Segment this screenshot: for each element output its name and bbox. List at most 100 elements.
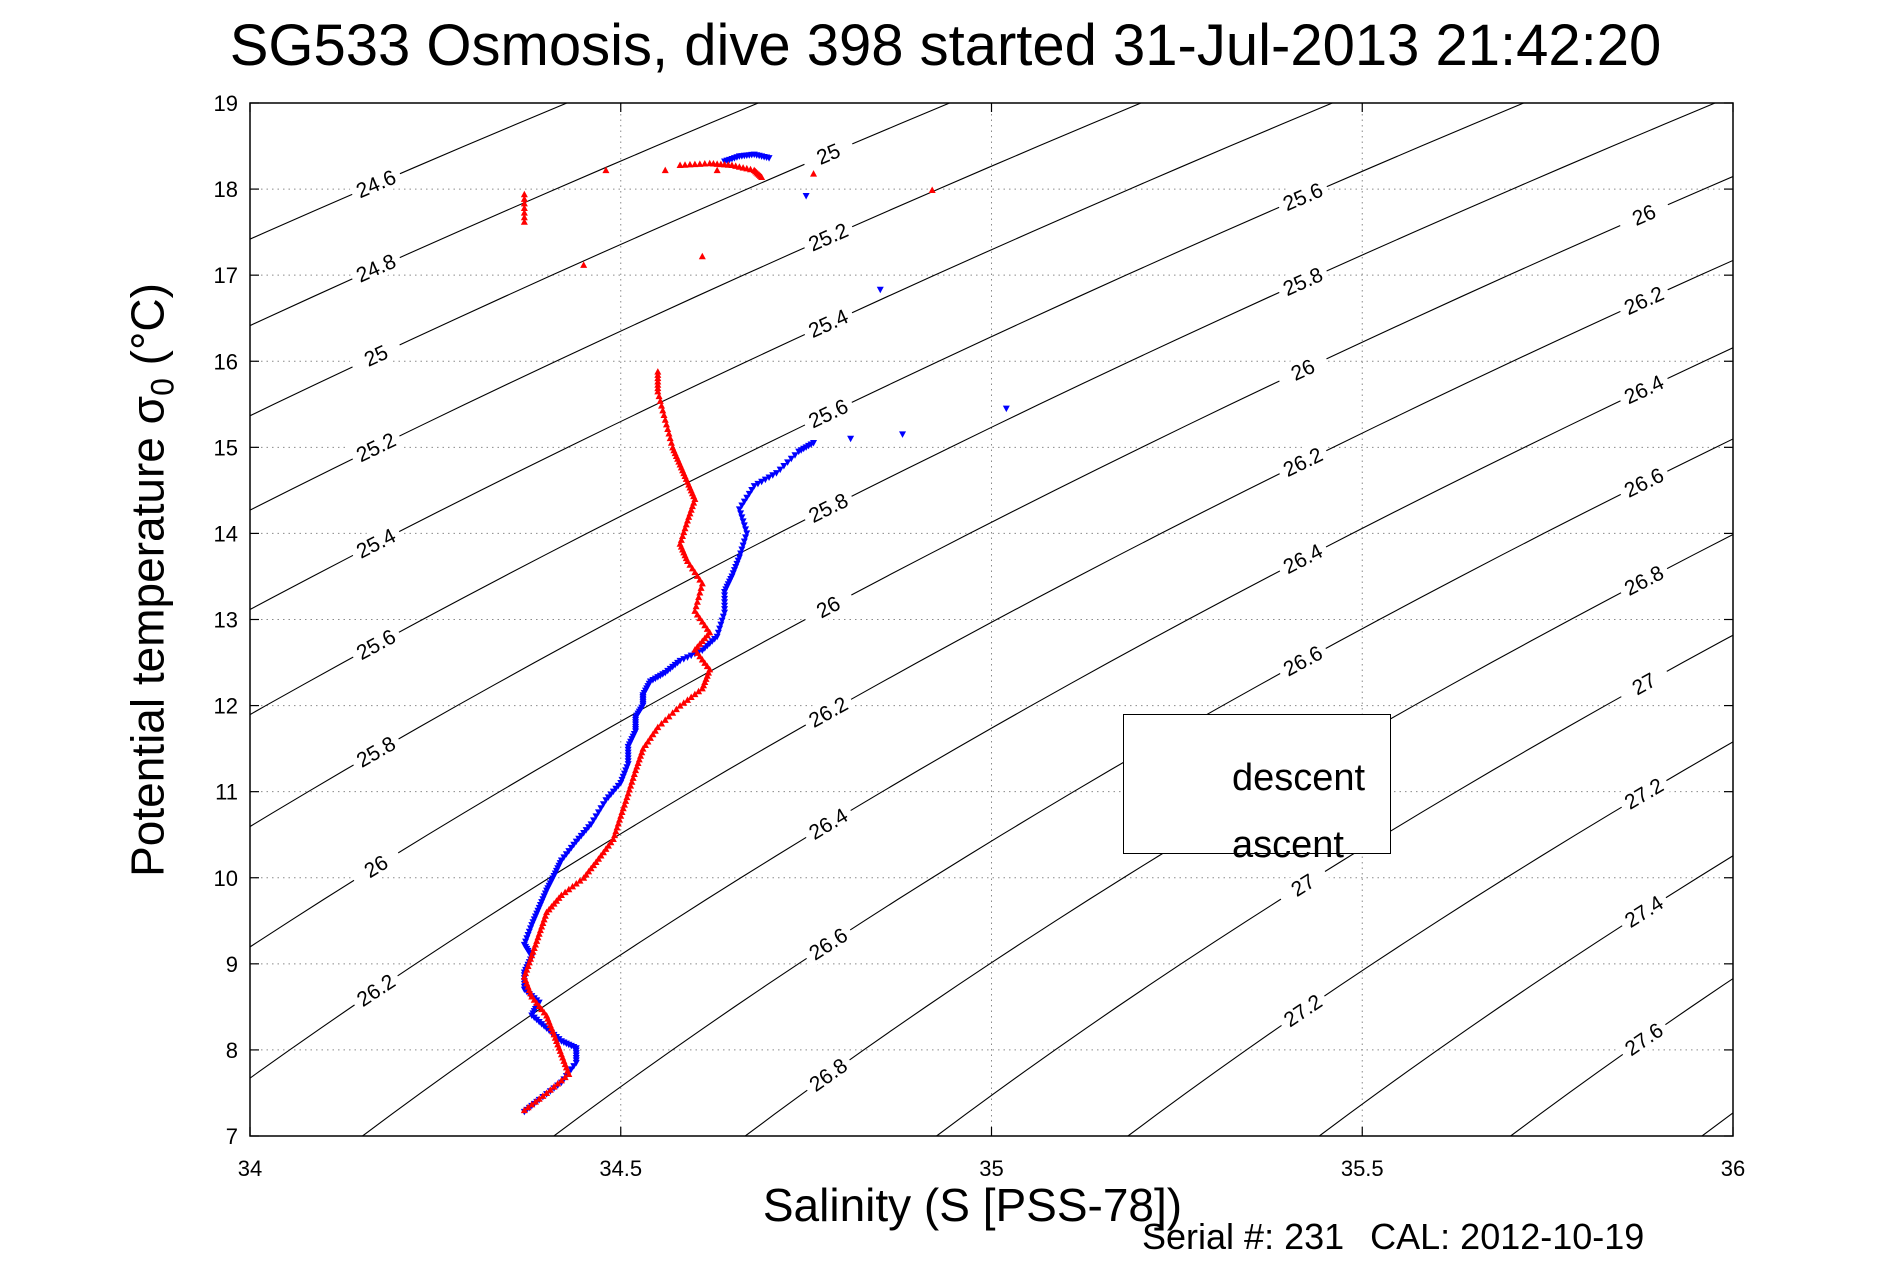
y-tick-label: 8	[226, 1038, 238, 1063]
x-tick-label: 34.5	[599, 1156, 642, 1181]
ascent-point	[560, 1057, 568, 1064]
ascent-point	[696, 589, 704, 596]
ascent-point	[664, 425, 672, 432]
ascent-point	[520, 199, 528, 207]
ascent-point	[638, 748, 646, 756]
ascent-point	[620, 801, 628, 808]
contour-label-bg	[347, 841, 404, 890]
y-tick-label: 14	[214, 521, 238, 546]
descent-point	[687, 652, 695, 660]
ascent-point	[525, 986, 533, 993]
descent-point	[745, 490, 753, 498]
ascent-point	[667, 439, 675, 446]
descent-point	[743, 530, 751, 537]
ascent-point	[696, 652, 704, 660]
ascent-point	[527, 955, 535, 962]
contour-label-bg	[1274, 985, 1331, 1035]
contour-labels: 24.624.8252525.225.225.425.425.625.625.6…	[346, 132, 1673, 1099]
y-tick-label: 19	[214, 91, 238, 116]
ascent-point	[551, 1034, 559, 1041]
descent-point	[742, 526, 750, 533]
ascent-point	[523, 966, 531, 973]
ascent-point	[633, 763, 641, 770]
contour-label-bg	[347, 727, 405, 775]
descent-point	[772, 470, 780, 477]
ascent-point	[613, 823, 621, 831]
contour-label-bg	[1614, 459, 1673, 505]
density-contour-line	[250, 103, 952, 417]
ascent-point	[676, 702, 684, 709]
descent-point	[740, 522, 748, 529]
density-contour-line	[250, 103, 1526, 716]
ascent-point	[681, 161, 689, 168]
ascent-point	[554, 1040, 562, 1048]
ascent-point	[580, 261, 588, 268]
ascent-point	[556, 1047, 564, 1054]
ascent-point	[624, 789, 632, 797]
ascent-point	[660, 411, 668, 419]
y-axis-label-unit: (°C)	[121, 283, 174, 366]
contour-label-bg	[799, 214, 857, 258]
contour-label-bg	[799, 919, 857, 968]
ascent-point	[679, 532, 687, 539]
descent-point	[590, 817, 598, 824]
ascent-point	[565, 885, 573, 893]
ascent-point	[543, 1089, 551, 1096]
ascent-point	[546, 1086, 554, 1093]
descent-point	[1002, 405, 1010, 413]
ascent-point	[541, 912, 549, 919]
ascent-point	[628, 778, 636, 785]
y-axis: 7 8 9 10 11 12 13 14 15 16 17 18 19	[214, 91, 1733, 1149]
ascent-point	[706, 665, 714, 673]
data-points	[520, 151, 1010, 1116]
ascent-point	[617, 812, 625, 819]
y-tick-label: 15	[214, 435, 238, 460]
ascent-point	[687, 693, 695, 700]
descent-point	[721, 592, 729, 599]
ascent-point	[695, 593, 703, 601]
ascent-point	[552, 1037, 560, 1045]
ascent-point	[641, 741, 649, 749]
ascent-point	[635, 755, 643, 763]
ascent-point	[523, 979, 531, 987]
ascent-point	[669, 709, 677, 716]
ascent-point	[659, 406, 667, 414]
ascent-point	[564, 1067, 572, 1074]
ascent-point	[696, 160, 704, 167]
y-tick-label: 10	[214, 866, 238, 891]
descent-point	[721, 609, 729, 617]
descent-point	[683, 654, 691, 661]
descent-point	[587, 821, 595, 828]
contour-label-bg	[1615, 1014, 1672, 1064]
descent-point	[717, 621, 725, 629]
ascent-point	[555, 1044, 563, 1051]
ascent-point	[533, 937, 541, 944]
ascent-point	[655, 392, 663, 400]
ascent-point	[688, 502, 696, 510]
legend: descent ascent	[1123, 714, 1391, 866]
ascent-point	[539, 919, 547, 926]
ascent-point	[666, 434, 674, 442]
contour-label-bg	[799, 688, 857, 735]
contour-label-bg	[346, 620, 405, 667]
density-contour-line	[250, 175, 1733, 948]
descent-point	[776, 466, 784, 474]
ascent-point	[656, 397, 664, 404]
ascent-point	[676, 540, 684, 547]
y-axis-label-wrap: Potential temperature σ0 (°C)	[121, 150, 181, 1010]
ascent-point	[680, 528, 688, 536]
contour-label-bg	[1615, 886, 1672, 935]
ascent-point	[528, 1100, 536, 1108]
ascent-point	[524, 1103, 532, 1111]
ascent-point	[618, 808, 626, 816]
ascent-point	[706, 628, 714, 636]
ascent-point	[701, 659, 709, 666]
legend-label-ascent: ascent	[1232, 824, 1344, 866]
ascent-point	[530, 944, 538, 952]
ascent-point	[520, 209, 528, 216]
ascent-point	[540, 915, 548, 923]
ascent-point	[520, 973, 528, 980]
ascent-point	[685, 513, 693, 520]
ascent-point	[557, 1076, 565, 1084]
ascent-point	[693, 610, 701, 618]
